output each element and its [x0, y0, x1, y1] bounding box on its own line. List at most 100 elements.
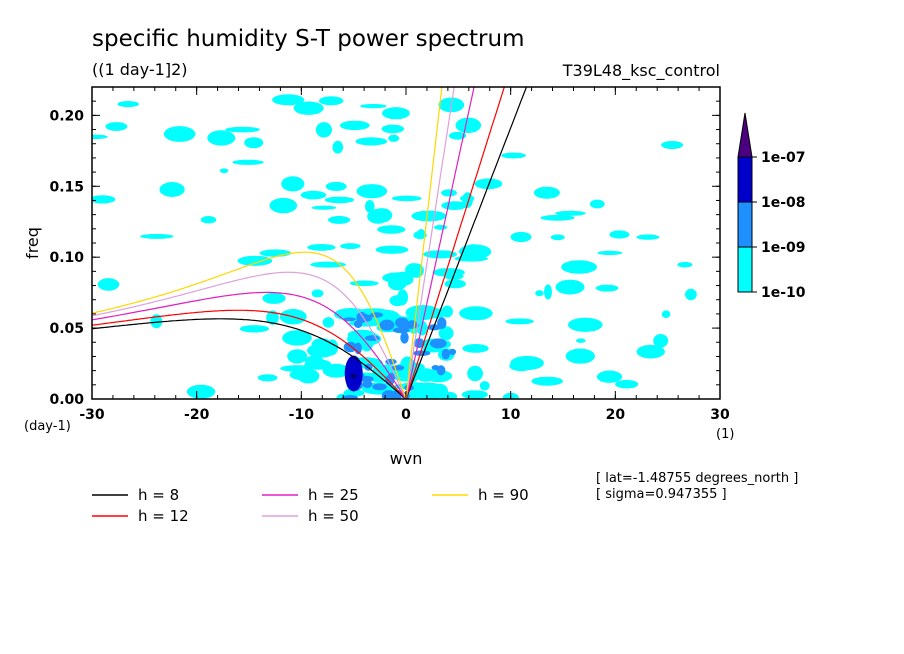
- power-cell: [440, 391, 458, 399]
- legend-label: h = 90: [478, 486, 529, 504]
- plot-area: -30 -20 -10 0 10 20 30 0.00 0.05 0.10 0.15 0.20: [49, 86, 730, 423]
- power-cell: [272, 94, 305, 106]
- x-unit-label: (1): [716, 427, 734, 442]
- power-cell: [319, 96, 344, 106]
- power-cell: [531, 376, 563, 386]
- rossby-curve: [92, 271, 407, 399]
- power-cell: [200, 216, 217, 224]
- legend-label: h = 50: [308, 507, 359, 525]
- power-cell: [389, 295, 406, 307]
- power-cell-high: [342, 395, 358, 399]
- power-cell: [237, 255, 273, 266]
- power-cell: [479, 381, 490, 391]
- y-tick-label: 0.20: [49, 108, 84, 124]
- info-lat: [ lat=-1.48755 degrees_north ]: [596, 471, 798, 486]
- y-tick-label: 0.00: [49, 392, 84, 408]
- power-cell: [544, 284, 552, 300]
- power-cell: [355, 137, 388, 146]
- power-cell: [467, 365, 483, 382]
- y-unit-label: (day-1): [24, 419, 71, 434]
- power-cell: [343, 389, 365, 397]
- power-cell: [367, 209, 389, 224]
- colorbar-label: 1e-08: [761, 195, 806, 211]
- power-cell: [257, 374, 278, 382]
- power-cell: [597, 250, 623, 255]
- x-axis-label: wvn: [390, 449, 423, 468]
- power-cell: [391, 195, 422, 202]
- power-cell-high: [362, 380, 373, 389]
- power-cell: [159, 182, 185, 197]
- rossby-curve: [92, 318, 407, 399]
- legend-label: h = 12: [138, 507, 189, 525]
- y-axis-label: freq: [23, 227, 42, 259]
- power-cell: [459, 306, 493, 321]
- power-cell: [356, 184, 388, 199]
- power-cell: [326, 339, 339, 356]
- power-cell: [392, 275, 408, 289]
- kelvin-curve: [405, 87, 528, 399]
- plot-background: [92, 87, 720, 399]
- legend-label: h = 25: [308, 486, 359, 504]
- power-cell: [287, 349, 308, 364]
- power-cell: [561, 260, 597, 274]
- colorbar-label: 1e-09: [761, 240, 806, 256]
- power-cell: [311, 205, 337, 210]
- power-cell: [293, 101, 324, 115]
- power-cell: [444, 279, 466, 289]
- power-cell-high: [413, 338, 425, 349]
- power-cell: [423, 250, 457, 259]
- power-cell-high: [342, 317, 356, 322]
- power-cell-high: [370, 312, 383, 318]
- chart-subtitle: ((1 day-1]2): [92, 60, 188, 79]
- power-cell: [92, 195, 116, 204]
- power-cell-high: [412, 350, 431, 357]
- kelvin-curve: [405, 87, 475, 399]
- power-cell: [501, 152, 526, 159]
- power-cell: [576, 338, 586, 343]
- info-sigma: [ sigma=0.947355 ]: [596, 487, 727, 502]
- power-cell: [441, 305, 453, 318]
- power-cell: [300, 190, 327, 200]
- power-cell: [595, 284, 619, 292]
- dispersion-curves: [92, 87, 528, 399]
- power-cell: [375, 245, 409, 254]
- curve-legend: h = 8 h = 12 h = 25 h = 50 h = 90: [92, 486, 529, 525]
- power-cell: [424, 387, 444, 399]
- power-cell-high: [394, 327, 403, 333]
- power-cell: [269, 197, 298, 214]
- power-cell-high: [436, 365, 446, 376]
- power-cell: [441, 189, 457, 197]
- x-tick-label: 10: [501, 407, 521, 423]
- power-cell: [596, 370, 623, 383]
- power-cell: [365, 200, 375, 213]
- power-cell: [377, 225, 406, 234]
- power-cell: [505, 318, 534, 325]
- power-cell: [636, 234, 660, 240]
- colorbar-arrow: [737, 112, 753, 158]
- power-cell: [661, 141, 684, 149]
- power-cell: [382, 107, 410, 120]
- power-cell: [322, 317, 335, 328]
- power-cell: [140, 233, 174, 239]
- power-cell: [289, 369, 320, 381]
- power-cell: [398, 382, 432, 390]
- power-cell-high: [429, 338, 447, 349]
- colorbar-label: 1e-10: [761, 285, 806, 301]
- x-tick-label: 20: [606, 407, 626, 423]
- power-cell: [565, 348, 595, 364]
- power-cell: [311, 289, 324, 298]
- power-cell: [340, 243, 361, 250]
- power-cell: [661, 310, 671, 319]
- experiment-label: T39L48_ksc_control: [562, 61, 720, 81]
- power-cell: [315, 122, 332, 138]
- power-cell: [360, 103, 387, 109]
- power-cell: [535, 290, 544, 297]
- colorbar-label: 1e-07: [761, 150, 806, 166]
- power-cell: [438, 326, 454, 341]
- power-cell: [239, 325, 269, 333]
- colorbar-bin: [737, 246, 753, 293]
- power-cell: [339, 120, 370, 131]
- power-cell-high: [364, 335, 380, 341]
- rossby-curve: [92, 291, 407, 399]
